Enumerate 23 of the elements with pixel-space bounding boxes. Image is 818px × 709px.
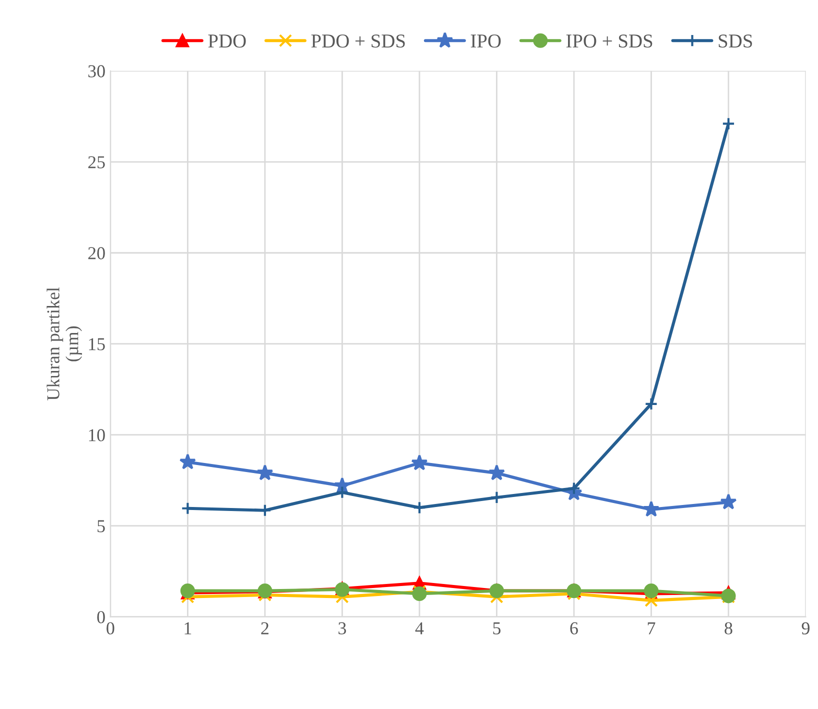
y-axis-title: Ukuran partikel (µm) [46, 287, 82, 400]
x-tick-label: 5 [493, 622, 501, 634]
y-tick-label: 0 [97, 611, 105, 624]
y-tick-label: 10 [89, 429, 105, 442]
x-tick-label: 9 [802, 622, 810, 634]
x-tick-label: 2 [261, 622, 268, 634]
y-tick-label: 5 [98, 520, 105, 532]
x-tick-label: 4 [415, 622, 424, 634]
x-tick-label: 7 [648, 622, 656, 634]
x-tick-label: 6 [570, 622, 578, 634]
x-tick-label: 0 [106, 622, 114, 634]
legend-label: SDS [718, 34, 752, 48]
legend-label: IPO + SDS [566, 34, 652, 48]
y-tick-label: 25 [88, 156, 105, 168]
x-tick-label: 8 [724, 622, 732, 634]
y-tick-label: 30 [88, 65, 105, 78]
y-tick-label: 15 [89, 338, 105, 350]
x-tick-label: 1 [184, 622, 192, 634]
y-tick-label: 20 [88, 247, 105, 260]
legend-label: PDO + SDS [311, 34, 405, 48]
legend-label: PDO [208, 34, 246, 48]
x-tick-label: 3 [338, 622, 346, 634]
legend-label: IPO [470, 34, 501, 48]
